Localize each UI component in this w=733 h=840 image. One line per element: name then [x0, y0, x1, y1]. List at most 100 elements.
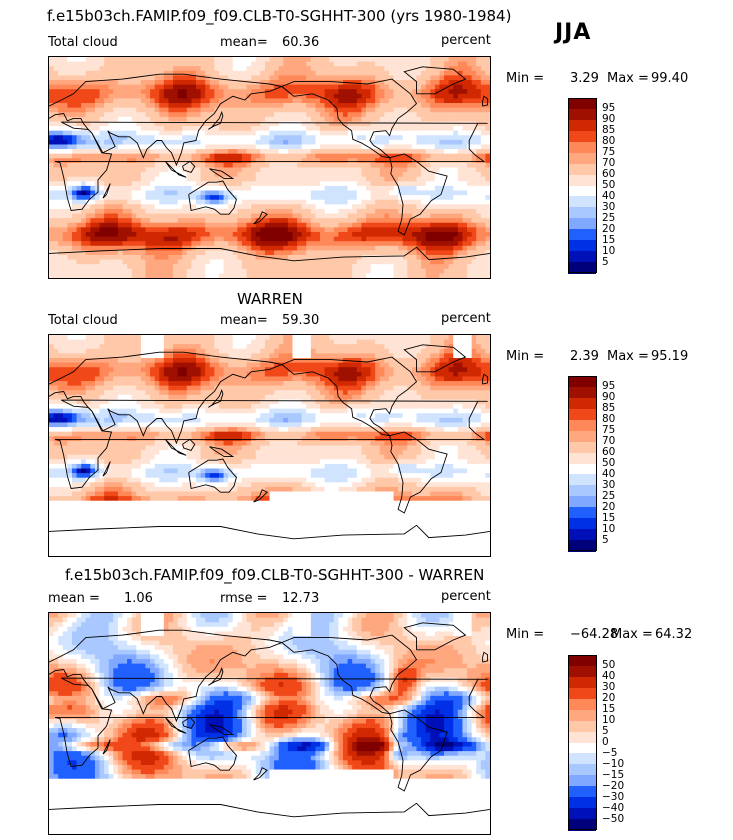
field-cell: [292, 61, 298, 67]
field-cell: [402, 259, 408, 265]
field-cell: [393, 162, 399, 169]
field-cell: [191, 335, 197, 341]
field-cell: [439, 339, 445, 345]
field-cell: [421, 218, 427, 224]
field-cell: [196, 84, 202, 90]
field-cell: [411, 70, 418, 77]
field-cell: [246, 149, 252, 155]
field-cell: [127, 149, 133, 155]
field-cell: [104, 204, 110, 210]
field-cell: [393, 93, 399, 100]
field-cell: [76, 264, 82, 270]
field-cell: [154, 116, 160, 123]
field-cell: [476, 107, 482, 113]
field-cell: [329, 158, 335, 164]
field-cell: [361, 149, 367, 155]
field-cell: [200, 273, 206, 278]
field-cell: [104, 93, 110, 100]
field-cell: [81, 241, 87, 247]
field-cell: [407, 139, 413, 146]
field-cell: [196, 199, 202, 205]
field-cell: [370, 126, 376, 132]
field-cell: [407, 176, 413, 182]
field-cell: [379, 204, 385, 210]
field-cell: [375, 231, 381, 238]
field-cell: [444, 185, 450, 192]
field-cell: [154, 135, 160, 141]
field-cell: [58, 158, 64, 164]
field-cell: [315, 112, 321, 118]
field-cell: [182, 231, 188, 238]
field-cell: [453, 57, 459, 63]
field-cell: [232, 61, 238, 67]
field-cell: [205, 339, 211, 345]
field-cell: [471, 264, 477, 270]
field-cell: [163, 112, 170, 118]
field-cell: [99, 250, 105, 256]
coastline: [49, 246, 490, 262]
field-cell: [99, 93, 105, 100]
field-cell: [246, 139, 252, 146]
field-cell: [232, 162, 238, 169]
field-cell: [402, 162, 408, 169]
field-cell: [430, 70, 436, 77]
field-cell: [186, 98, 192, 104]
field-cell: [150, 57, 156, 63]
field-cell: [81, 254, 87, 261]
field-cell: [324, 208, 330, 215]
field-cell: [168, 75, 174, 81]
field-cell: [131, 264, 137, 270]
colorbar-swatch: [568, 119, 596, 132]
field-cell: [145, 245, 151, 251]
field-cell: [58, 103, 64, 109]
field-cell: [485, 199, 490, 205]
field-cell: [467, 70, 473, 77]
field-cell: [430, 167, 436, 173]
field-cell: [246, 158, 252, 164]
field-cell: [379, 222, 385, 228]
field-cell: [467, 172, 473, 178]
field-cell: [117, 241, 124, 247]
field-cell: [81, 135, 87, 141]
field-cell: [448, 227, 454, 233]
field-cell: [94, 70, 101, 77]
field-cell: [85, 80, 91, 86]
field-cell: [76, 213, 82, 219]
field-cell: [361, 172, 367, 178]
field-cell: [338, 112, 344, 118]
field-cell: [163, 254, 170, 261]
field-cell: [485, 344, 490, 350]
field-cell: [154, 254, 160, 261]
field-cell: [241, 116, 248, 123]
field-cell: [251, 213, 257, 219]
field-cell: [283, 89, 289, 95]
field-cell: [471, 61, 477, 67]
field-cell: [90, 339, 96, 345]
field-cell: [260, 162, 266, 169]
field-cell: [425, 158, 431, 164]
field-cell: [191, 130, 197, 136]
field-cell: [108, 139, 114, 146]
field-cell: [136, 121, 142, 127]
field-cell: [163, 264, 170, 270]
field-cell: [283, 227, 289, 233]
field-cell: [196, 93, 202, 100]
field-cell: [310, 227, 317, 233]
field-cell: [379, 172, 385, 178]
field-cell: [471, 268, 477, 274]
field-cell: [154, 98, 160, 104]
field-cell: [49, 344, 55, 350]
field-cell: [223, 121, 229, 127]
field-cell: [49, 259, 55, 265]
field-cell: [246, 57, 252, 63]
colorbar-swatch: [568, 229, 596, 241]
field-cell: [104, 250, 110, 256]
field-cell: [127, 199, 133, 205]
field-cell: [467, 103, 473, 109]
field-cell: [287, 236, 294, 242]
field-cell: [329, 98, 335, 104]
field-cell: [150, 264, 156, 270]
field-cell: [393, 181, 399, 187]
field-cell: [416, 112, 422, 118]
field-cell: [136, 107, 142, 113]
